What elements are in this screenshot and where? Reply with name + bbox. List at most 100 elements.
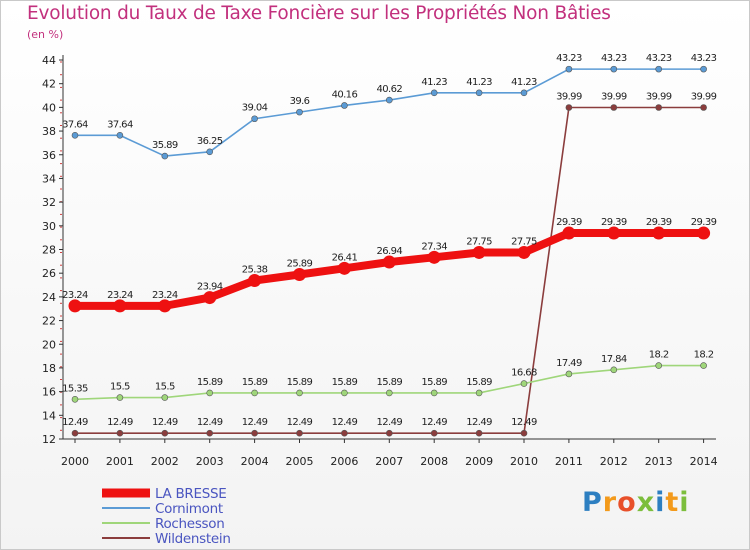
data-point [475, 389, 483, 397]
data-label: 12.49 [376, 417, 402, 428]
y-tick-label: 26 [42, 267, 56, 280]
data-label: 41.23 [511, 77, 537, 88]
x-tick-label: 2013 [645, 455, 673, 468]
data-label: 29.39 [601, 217, 627, 228]
data-point [427, 250, 441, 264]
data-point [385, 429, 393, 437]
data-label: 27.34 [421, 241, 447, 252]
x-tick-label: 2000 [61, 455, 89, 468]
data-label: 15.35 [62, 383, 88, 394]
data-label: 12.49 [466, 417, 492, 428]
series-la-bresse: 23.24 23.24 23.24 23.94 25.38 25.89 26.41 26.94… [62, 217, 717, 313]
data-label: 23.24 [62, 290, 88, 301]
data-point [517, 245, 531, 259]
data-label: 39.99 [691, 91, 717, 102]
data-label: 39.99 [556, 91, 582, 102]
data-label: 12.49 [242, 417, 268, 428]
data-point [296, 108, 303, 116]
data-label: 18.2 [649, 350, 669, 361]
data-point [251, 115, 258, 123]
data-label: 17.49 [556, 358, 582, 369]
y-tick-label: 42 [42, 78, 56, 91]
data-point [655, 362, 663, 369]
legend-label: Rochesson [155, 516, 225, 532]
x-tick-label: 2001 [106, 455, 134, 468]
x-tick-label: 2008 [420, 455, 448, 468]
y-tick-label: 16 [42, 386, 56, 399]
data-label: 40.62 [376, 84, 402, 95]
data-label: 15.89 [421, 377, 447, 388]
data-point [296, 429, 303, 437]
data-point [520, 89, 528, 97]
data-point [113, 299, 127, 313]
data-label: 12.49 [421, 417, 447, 428]
data-label: 26.41 [332, 252, 358, 263]
y-axis-unit-label: (en %) [27, 28, 64, 41]
data-label: 15.89 [376, 377, 402, 388]
legend-label: LA BRESSE [155, 486, 227, 502]
data-label: 35.89 [152, 140, 178, 151]
data-point [158, 299, 172, 313]
data-point [341, 389, 348, 397]
data-label: 17.84 [601, 354, 627, 365]
data-point [251, 389, 258, 397]
chart-title: Evolution du Taux de Taxe Foncière sur l… [27, 3, 611, 24]
y-tick-label: 28 [42, 244, 56, 257]
x-tick-label: 2007 [375, 455, 403, 468]
data-point [161, 429, 169, 437]
legend-label: Wildenstein [155, 531, 231, 547]
data-label: 27.75 [511, 236, 537, 247]
data-point [385, 96, 393, 104]
data-label: 12.49 [62, 417, 88, 428]
data-point [700, 104, 707, 111]
data-label: 27.75 [466, 236, 492, 247]
data-point [206, 429, 213, 437]
data-point [68, 299, 82, 313]
data-label: 15.5 [155, 382, 175, 393]
data-label: 23.24 [107, 290, 133, 301]
data-point [382, 255, 396, 269]
data-point [116, 429, 124, 437]
data-label: 23.24 [152, 290, 178, 301]
data-point [293, 267, 306, 281]
y-tick-label: 44 [42, 54, 56, 67]
y-tick-label: 34 [42, 172, 56, 185]
data-label: 15.89 [287, 377, 313, 388]
series-wildenstein: 12.49 12.49 12.49 12.49 12.49 12.49 12.49 12.49… [62, 91, 717, 437]
data-label: 25.38 [242, 265, 268, 276]
data-point [565, 104, 573, 111]
y-tick-label: 12 [42, 433, 56, 446]
data-point [116, 132, 124, 139]
data-label: 29.39 [646, 217, 672, 228]
data-point [652, 226, 666, 240]
data-point [475, 429, 483, 437]
data-label: 37.64 [62, 119, 88, 130]
data-label: 36.25 [197, 136, 223, 147]
data-label: 39.99 [601, 91, 627, 102]
data-point [161, 152, 169, 160]
data-point [206, 148, 213, 156]
data-label: 12.49 [511, 417, 537, 428]
data-point [116, 394, 124, 401]
logo-letter: o [617, 487, 637, 518]
y-tick-label: 38 [42, 125, 56, 138]
data-label: 12.49 [152, 417, 178, 428]
logo-letter: r [602, 487, 618, 518]
data-point [430, 429, 438, 437]
data-label: 37.64 [107, 119, 133, 130]
data-point [206, 389, 213, 397]
data-label: 15.89 [242, 377, 268, 388]
data-label: 26.94 [376, 246, 402, 257]
proxiti-logo: Proxiti [582, 487, 690, 518]
data-point [203, 291, 217, 305]
data-label: 18.2 [694, 350, 714, 361]
data-label: 23.94 [197, 282, 223, 293]
y-tick-label: 36 [42, 149, 56, 162]
data-label: 15.89 [197, 377, 223, 388]
data-point [610, 366, 618, 374]
logo-letter: x [636, 487, 656, 518]
data-label: 12.49 [197, 417, 223, 428]
x-tick-label: 2009 [465, 455, 493, 468]
data-point [248, 274, 262, 288]
